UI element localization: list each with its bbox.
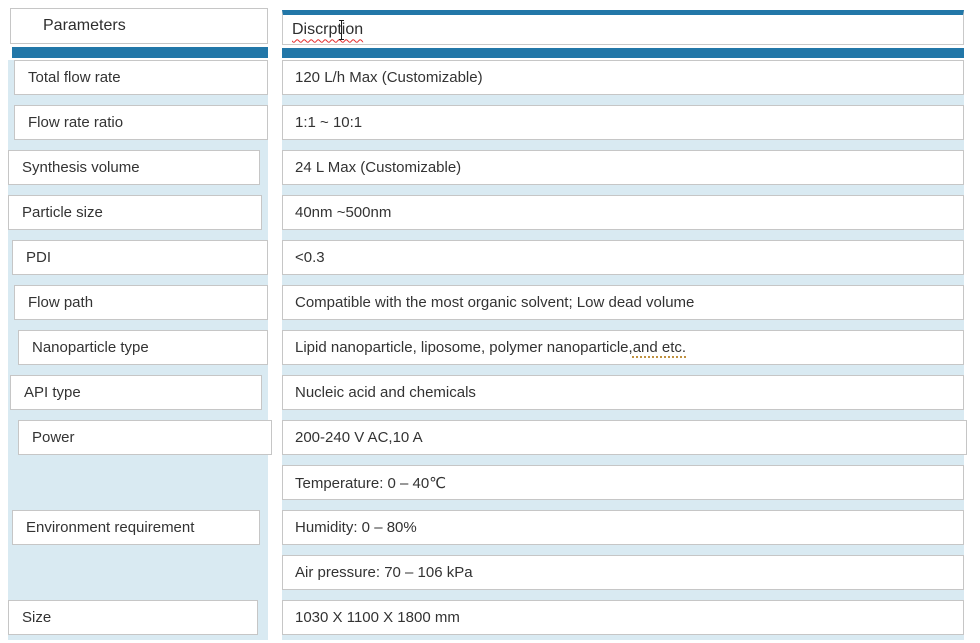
column-header-description[interactable]: Discrption xyxy=(282,10,964,45)
param-cell-flow-rate-ratio[interactable]: Flow rate ratio xyxy=(14,105,268,140)
param-label: Synthesis volume xyxy=(22,159,140,176)
param-cell-pdi[interactable]: PDI xyxy=(12,240,268,275)
desc-value: 200-240 V AC,10 A xyxy=(295,429,423,446)
column-header-parameters[interactable]: Parameters xyxy=(10,8,268,44)
desc-value: 40nm ~500nm xyxy=(295,204,392,221)
desc-cell-humidity[interactable]: Humidity: 0 – 80% xyxy=(282,510,964,545)
desc-cell-synthesis-volume[interactable]: 24 L Max (Customizable) xyxy=(282,150,964,185)
param-label: Nanoparticle type xyxy=(32,339,149,356)
desc-cell-nanoparticle-type[interactable]: Lipid nanoparticle, liposome, polymer na… xyxy=(282,330,964,365)
desc-value: <0.3 xyxy=(295,249,325,266)
desc-value: 1:1 ~ 10:1 xyxy=(295,114,363,131)
desc-value: Lipid nanoparticle, liposome, polymer na… xyxy=(295,339,633,356)
grammar-flagged-text: and etc. xyxy=(632,339,687,356)
desc-value: Humidity: 0 – 80% xyxy=(295,519,417,536)
param-cell-particle-size[interactable]: Particle size xyxy=(8,195,262,230)
param-label: Size xyxy=(22,609,52,626)
param-merged-environment: Environment requirement xyxy=(8,465,268,590)
desc-cell-air-pressure[interactable]: Air pressure: 70 – 106 kPa xyxy=(282,555,964,590)
desc-value: Air pressure: 70 – 106 kPa xyxy=(295,564,473,581)
table-header-row: Parameters Discrption xyxy=(8,8,964,45)
desc-cell-flow-path[interactable]: Compatible with the most organic solvent… xyxy=(282,285,964,320)
table-body: Total flow rate Flow rate ratio Synthesi… xyxy=(8,60,967,640)
parameters-column: Total flow rate Flow rate ratio Synthesi… xyxy=(8,60,272,640)
desc-value: 120 L/h Max (Customizable) xyxy=(295,69,483,86)
desc-value: Compatible with the most organic solvent… xyxy=(295,294,695,311)
param-cell-power[interactable]: Power xyxy=(18,420,272,455)
desc-cell-flow-rate-ratio[interactable]: 1:1 ~ 10:1 xyxy=(282,105,964,140)
param-cell-synthesis-volume[interactable]: Synthesis volume xyxy=(8,150,260,185)
param-label: Flow path xyxy=(28,294,94,311)
desc-value: Nucleic acid and chemicals xyxy=(295,384,476,401)
param-label: Environment requirement xyxy=(26,519,195,536)
text-caret-icon xyxy=(339,20,344,40)
param-cell-environment-requirement[interactable]: Environment requirement xyxy=(12,510,260,545)
desc-cell-api-type[interactable]: Nucleic acid and chemicals xyxy=(282,375,964,410)
accent-bar-right xyxy=(282,48,964,58)
desc-cell-total-flow-rate[interactable]: 120 L/h Max (Customizable) xyxy=(282,60,964,95)
description-header-label: Discrption xyxy=(292,20,364,38)
desc-cell-particle-size[interactable]: 40nm ~500nm xyxy=(282,195,964,230)
accent-bar-left xyxy=(12,47,268,58)
desc-value: 1030 X 1100 X 1800 mm xyxy=(295,609,460,626)
desc-cell-pdi[interactable]: <0.3 xyxy=(282,240,964,275)
param-label: Flow rate ratio xyxy=(28,114,124,131)
param-label: Particle size xyxy=(22,204,103,221)
parameters-header-label: Parameters xyxy=(43,17,126,34)
desc-value: Temperature: 0 – 40℃ xyxy=(295,474,447,492)
param-label: PDI xyxy=(26,249,52,266)
param-label: API type xyxy=(24,384,81,401)
param-cell-size[interactable]: Size xyxy=(8,600,258,635)
param-label: Power xyxy=(32,429,75,446)
descriptions-column: 120 L/h Max (Customizable) 1:1 ~ 10:1 24… xyxy=(282,60,967,640)
param-cell-total-flow-rate[interactable]: Total flow rate xyxy=(14,60,268,95)
desc-cell-power[interactable]: 200-240 V AC,10 A xyxy=(282,420,967,455)
param-label: Total flow rate xyxy=(28,69,121,86)
desc-cell-size[interactable]: 1030 X 1100 X 1800 mm xyxy=(282,600,964,635)
desc-value: 24 L Max (Customizable) xyxy=(295,159,462,176)
spec-table: Parameters Discrption Total flow rate Fl… xyxy=(8,8,967,640)
desc-cell-temperature[interactable]: Temperature: 0 – 40℃ xyxy=(282,465,964,500)
header-accent-bars xyxy=(8,45,964,58)
param-cell-api-type[interactable]: API type xyxy=(10,375,262,410)
param-cell-nanoparticle-type[interactable]: Nanoparticle type xyxy=(18,330,268,365)
param-cell-flow-path[interactable]: Flow path xyxy=(14,285,268,320)
